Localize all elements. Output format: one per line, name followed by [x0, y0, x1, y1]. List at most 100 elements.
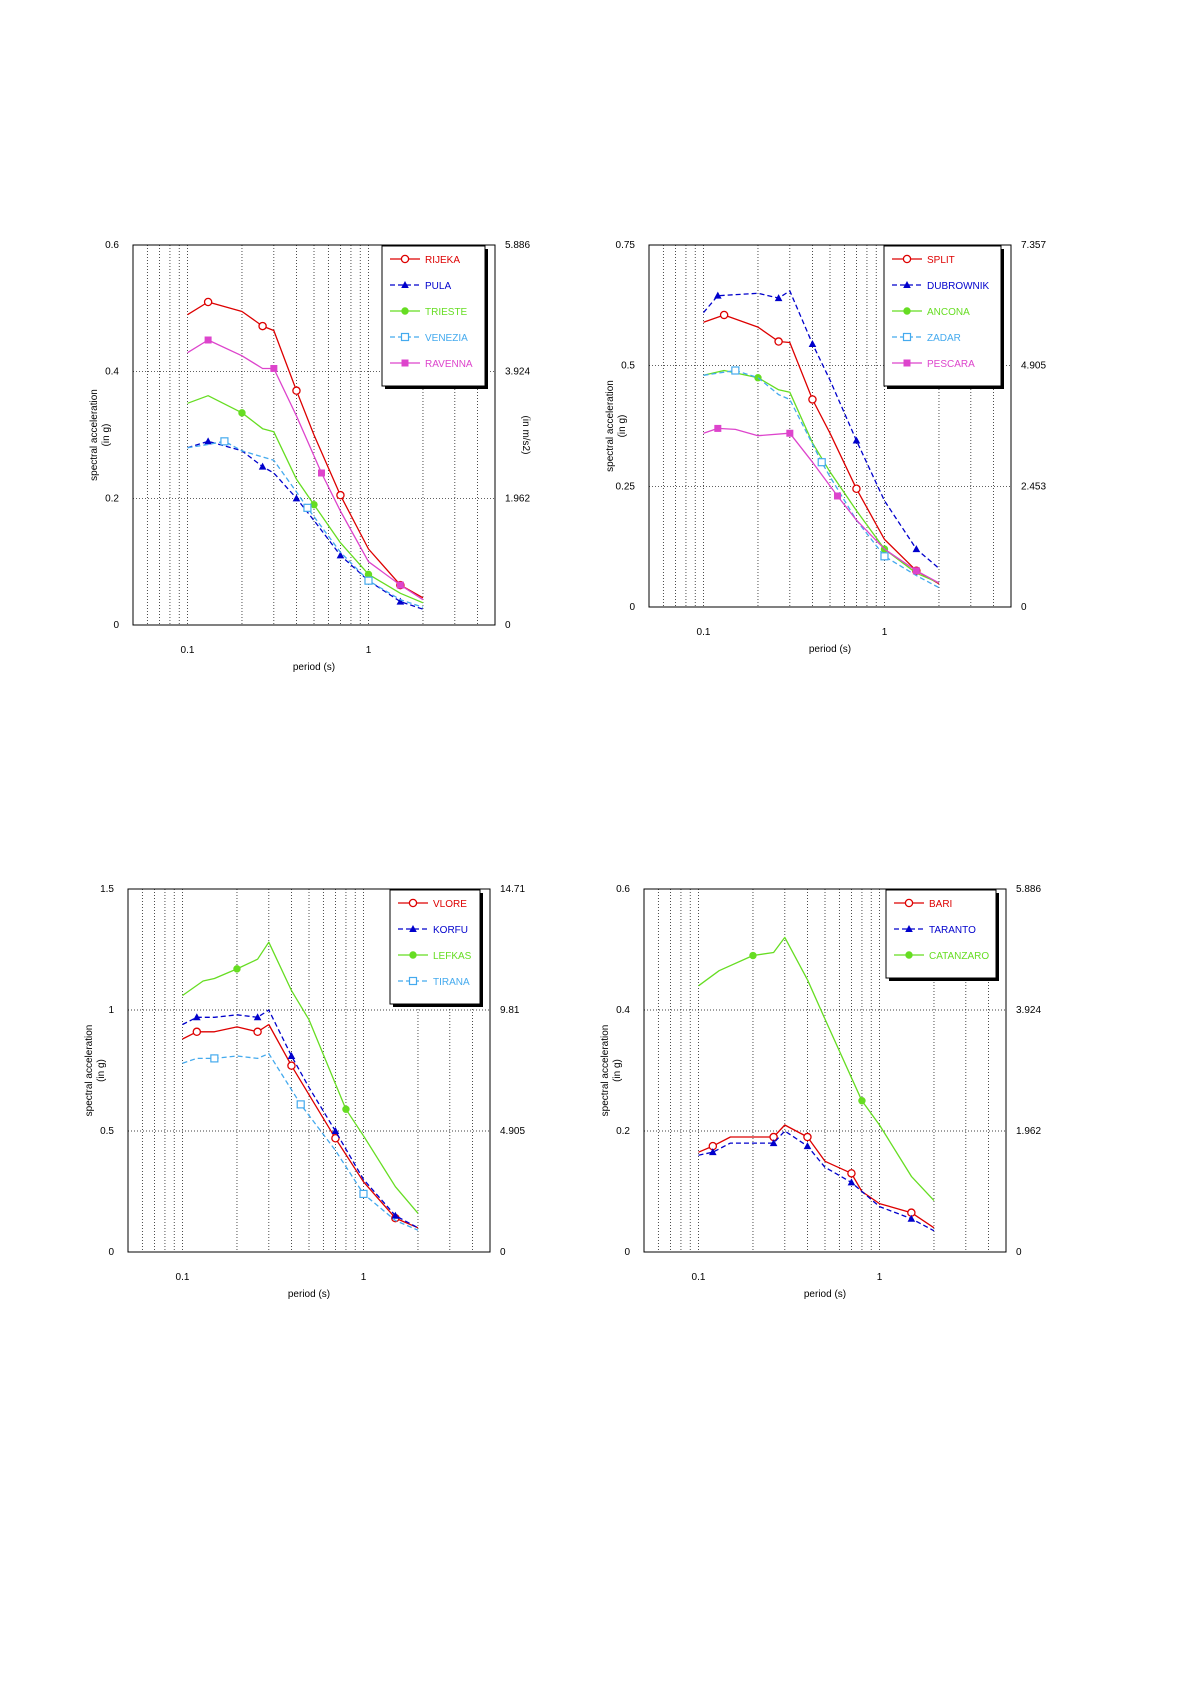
- series-tirana: [182, 1052, 419, 1231]
- data-point: [847, 1178, 856, 1186]
- data-point: [912, 567, 920, 575]
- x-axis-label: period (s): [293, 662, 335, 673]
- y-axis-unit: (in g): [101, 424, 112, 447]
- data-point: [270, 365, 278, 372]
- legend-entry: RAVENNA: [425, 359, 473, 370]
- legend: SPLIT DUBROWNIK ANCONA ZADAR PESCARA: [883, 245, 1004, 389]
- legend: VLORE KORFU LEFKAS TIRANA: [389, 889, 483, 1007]
- data-point: [912, 545, 921, 553]
- y-axis-label: spectral acceleration: [600, 1025, 611, 1117]
- y2-tick-label: 4.905: [1021, 361, 1046, 372]
- data-point: [331, 1127, 340, 1134]
- data-point: [336, 551, 345, 559]
- series-pescara: [703, 424, 940, 584]
- y-axis-label: spectral acceleration: [84, 1025, 95, 1117]
- legend-marker: [400, 254, 410, 264]
- series-dubrownik: [703, 290, 940, 569]
- legend-entry: LEFKAS: [433, 951, 472, 962]
- legend-box: [381, 245, 486, 387]
- y-tick-label: 0.6: [105, 240, 119, 251]
- legend-entry: TRIESTE: [425, 307, 468, 318]
- legend-marker: [401, 307, 409, 315]
- y2-tick-label: 5.886: [505, 240, 530, 251]
- legend-marker: [409, 951, 417, 959]
- y-tick-label: 0: [624, 1247, 630, 1258]
- y2-tick-label: 0: [500, 1247, 506, 1258]
- series-line: [698, 1124, 935, 1229]
- y-axis-unit: (in g): [96, 1059, 107, 1082]
- x-tick-label: 0.1: [697, 627, 711, 638]
- data-point: [714, 291, 722, 299]
- legend-entry: PULA: [425, 281, 451, 292]
- y2-tick-label: 14.71: [500, 884, 525, 895]
- legend-entry: RIJEKA: [425, 255, 460, 266]
- data-point: [204, 336, 212, 344]
- plot-frame: [127, 888, 491, 1253]
- legend-marker: [409, 925, 417, 932]
- y-tick-label: 0.75: [616, 240, 636, 251]
- legend: RIJEKA PULA TRIESTE VENEZIA RAVENNA: [381, 245, 488, 389]
- x-tick-label: 1: [361, 1272, 367, 1283]
- data-point: [391, 1211, 400, 1219]
- data-point: [709, 1148, 717, 1156]
- y-tick-label: 0.2: [616, 1126, 630, 1137]
- data-point: [253, 1013, 262, 1021]
- data-point: [714, 424, 722, 432]
- series-venezia: [187, 437, 424, 608]
- data-point: [803, 1142, 812, 1150]
- y-tick-label: 0.5: [621, 361, 635, 372]
- series-line: [698, 1130, 935, 1232]
- y2-tick-label: 0: [505, 620, 511, 631]
- legend-entry: TIRANA: [433, 977, 470, 988]
- series-line: [182, 1023, 419, 1229]
- legend-marker: [408, 976, 418, 986]
- data-point: [817, 458, 826, 467]
- series-line: [187, 440, 424, 608]
- series-pula: [187, 437, 424, 610]
- y2-tick-label: 1.962: [1016, 1126, 1041, 1137]
- legend-entry: VENEZIA: [425, 333, 468, 344]
- legend-entry: TARANTO: [929, 925, 976, 936]
- data-point: [396, 581, 404, 589]
- series-ancona: [703, 369, 940, 584]
- y-tick-label: 1.5: [100, 884, 114, 895]
- y2-tick-label: 2.453: [1021, 481, 1046, 492]
- legend-marker: [401, 359, 409, 367]
- legend-box: [885, 889, 997, 979]
- data-point: [336, 490, 345, 500]
- legend-marker: [905, 925, 913, 932]
- legend-box: [389, 889, 481, 1005]
- data-point: [303, 503, 312, 512]
- data-point: [204, 437, 212, 445]
- series-bari: [698, 1124, 935, 1229]
- y-axis-unit: (in g): [612, 1059, 623, 1082]
- plot-frame: [648, 244, 1012, 608]
- series-trieste: [187, 395, 424, 604]
- y2-tick-label: 1.962: [505, 493, 530, 504]
- series-line: [187, 395, 424, 604]
- chart-panel-2: 0.1 1 0 0.25 0.5 0.75 0 2.453 4.905 7.357 period (…: [605, 240, 1046, 655]
- y2-tick-label: 3.924: [1016, 1005, 1041, 1016]
- chart-panel-4: 0.1 1 0 0.2 0.4 0.6 0 1.962 3.924 5.886 period (s)…: [600, 884, 1041, 1300]
- series-line: [187, 440, 424, 610]
- x-tick-label: 1: [366, 645, 372, 656]
- series-line: [698, 936, 935, 1202]
- data-point: [193, 1013, 201, 1021]
- x-tick-label: 1: [882, 627, 888, 638]
- data-point: [774, 337, 783, 346]
- data-point: [296, 1100, 305, 1109]
- y2-tick-label: 0: [1016, 1247, 1022, 1258]
- y-tick-label: 0.6: [616, 884, 630, 895]
- legend-marker: [408, 898, 418, 908]
- data-point: [858, 1097, 866, 1105]
- y2-tick-label: 0: [1021, 602, 1027, 613]
- series-line: [703, 369, 940, 589]
- series-split: [703, 310, 940, 585]
- y2-tick-label: 7.357: [1021, 240, 1046, 251]
- y-tick-label: 0: [629, 602, 635, 613]
- data-point: [396, 597, 405, 605]
- data-point: [719, 310, 729, 320]
- data-point: [287, 1061, 296, 1070]
- data-point: [833, 492, 841, 500]
